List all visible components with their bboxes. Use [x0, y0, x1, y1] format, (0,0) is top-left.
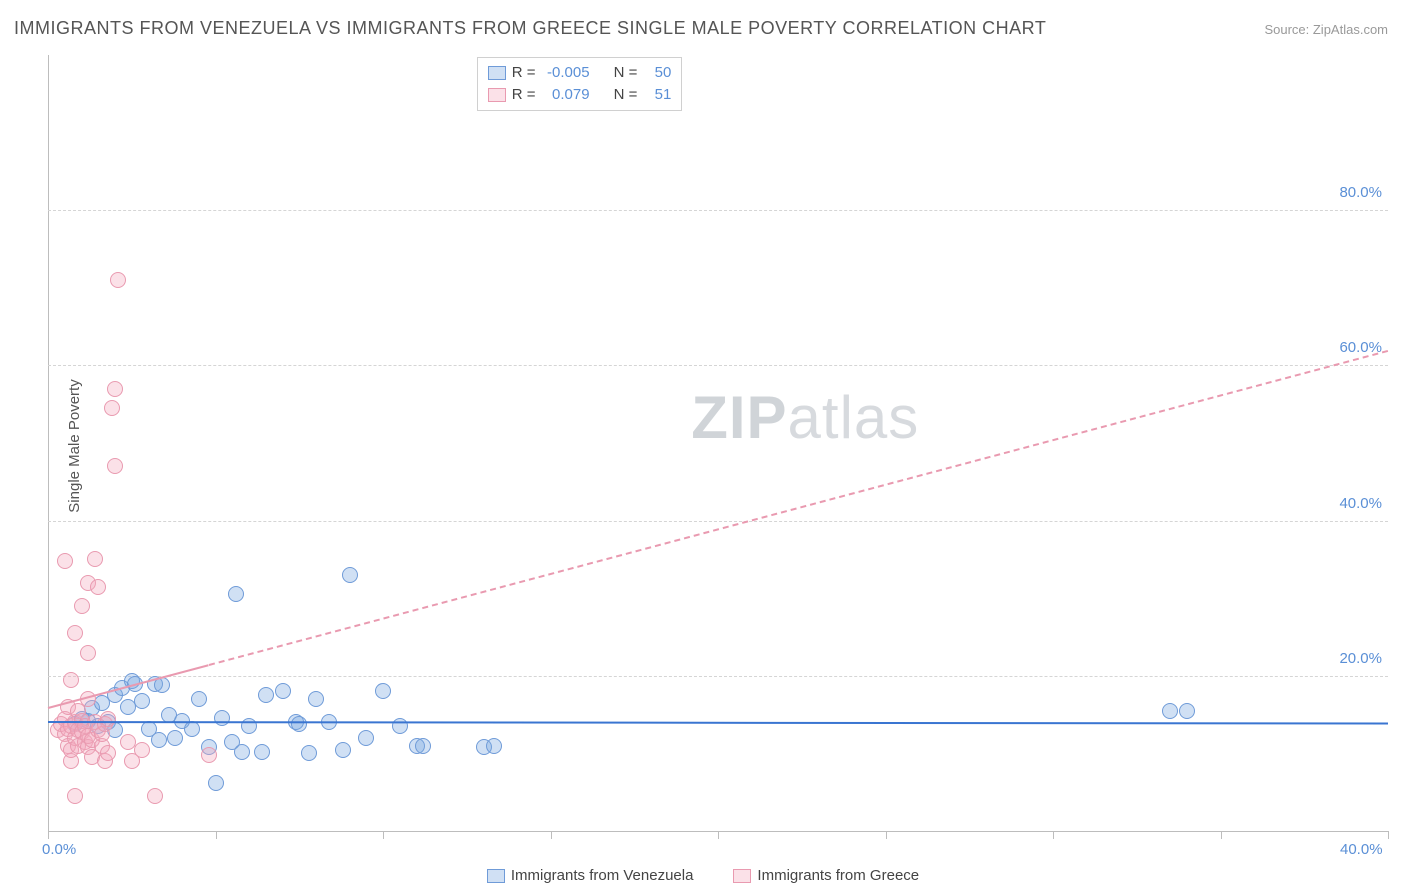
legend-r-label: R =: [512, 84, 536, 106]
legend-item-greece: Immigrants from Greece: [733, 867, 919, 884]
y-tick-label: 20.0%: [1339, 650, 1382, 667]
legend-r-value: -0.005: [542, 62, 590, 84]
data-point-greece: [74, 598, 90, 614]
data-point-venezuela: [228, 586, 244, 602]
data-point-venezuela: [208, 775, 224, 791]
data-point-greece: [107, 458, 123, 474]
data-point-venezuela: [275, 683, 291, 699]
scatter-plot: ZIPatlas 20.0%40.0%60.0%80.0%0.0%40.0%R …: [48, 55, 1388, 835]
gridline: [48, 210, 1388, 211]
trend-line: [209, 350, 1389, 666]
legend-swatch-greece: [488, 88, 506, 102]
data-point-greece: [100, 711, 116, 727]
data-point-venezuela: [291, 716, 307, 732]
watermark-text: ZIPatlas: [691, 383, 919, 452]
x-tick: [1053, 831, 1054, 839]
x-tick: [383, 831, 384, 839]
data-point-greece: [87, 551, 103, 567]
x-tick: [886, 831, 887, 839]
data-point-venezuela: [151, 732, 167, 748]
top-legend-row-greece: R = 0.079 N =51: [488, 84, 672, 106]
data-point-venezuela: [1162, 703, 1178, 719]
data-point-greece: [57, 553, 73, 569]
gridline: [48, 521, 1388, 522]
legend-label-venezuela: Immigrants from Venezuela: [511, 867, 694, 884]
data-point-venezuela: [308, 691, 324, 707]
data-point-greece: [90, 579, 106, 595]
legend-n-label: N =: [614, 84, 638, 106]
data-point-greece: [134, 742, 150, 758]
top-legend: R = -0.005 N =50 R = 0.079 N =51: [477, 57, 683, 111]
data-point-venezuela: [358, 730, 374, 746]
top-legend-row-venezuela: R = -0.005 N =50: [488, 62, 672, 84]
data-point-venezuela: [335, 742, 351, 758]
data-point-greece: [110, 272, 126, 288]
x-tick-label: 0.0%: [42, 841, 76, 858]
x-tick: [718, 831, 719, 839]
legend-swatch-venezuela: [487, 869, 505, 883]
x-tick: [1388, 831, 1389, 839]
legend-n-value: 50: [643, 62, 671, 84]
legend-r-value: 0.079: [542, 84, 590, 106]
x-tick: [48, 831, 49, 839]
data-point-greece: [107, 381, 123, 397]
data-point-greece: [67, 625, 83, 641]
data-point-greece: [67, 788, 83, 804]
legend-swatch-greece: [733, 869, 751, 883]
data-point-venezuela: [234, 744, 250, 760]
x-tick: [216, 831, 217, 839]
data-point-venezuela: [254, 744, 270, 760]
data-point-venezuela: [486, 738, 502, 754]
data-point-venezuela: [342, 567, 358, 583]
data-point-greece: [147, 788, 163, 804]
data-point-venezuela: [375, 683, 391, 699]
x-tick-label: 40.0%: [1340, 841, 1383, 858]
data-point-venezuela: [301, 745, 317, 761]
data-point-greece: [100, 745, 116, 761]
x-tick: [1221, 831, 1222, 839]
data-point-venezuela: [134, 693, 150, 709]
y-axis-line: [48, 55, 49, 835]
data-point-greece: [104, 400, 120, 416]
data-point-venezuela: [191, 691, 207, 707]
legend-swatch-venezuela: [488, 66, 506, 80]
data-point-venezuela: [214, 710, 230, 726]
data-point-greece: [63, 672, 79, 688]
data-point-greece: [201, 747, 217, 763]
data-point-venezuela: [167, 730, 183, 746]
legend-n-label: N =: [614, 62, 638, 84]
page-title: IMMIGRANTS FROM VENEZUELA VS IMMIGRANTS …: [14, 18, 1046, 39]
legend-r-label: R =: [512, 62, 536, 84]
y-tick-label: 40.0%: [1339, 495, 1382, 512]
legend-n-value: 51: [643, 84, 671, 106]
legend-item-venezuela: Immigrants from Venezuela: [487, 867, 694, 884]
y-tick-label: 80.0%: [1339, 184, 1382, 201]
gridline: [48, 676, 1388, 677]
legend-label-greece: Immigrants from Greece: [757, 867, 919, 884]
data-point-venezuela: [258, 687, 274, 703]
data-point-venezuela: [1179, 703, 1195, 719]
data-point-greece: [80, 645, 96, 661]
source-label: Source: ZipAtlas.com: [1264, 22, 1388, 37]
data-point-venezuela: [415, 738, 431, 754]
data-point-venezuela: [241, 718, 257, 734]
gridline: [48, 365, 1388, 366]
bottom-legend: Immigrants from Venezuela Immigrants fro…: [0, 867, 1406, 884]
x-tick: [551, 831, 552, 839]
